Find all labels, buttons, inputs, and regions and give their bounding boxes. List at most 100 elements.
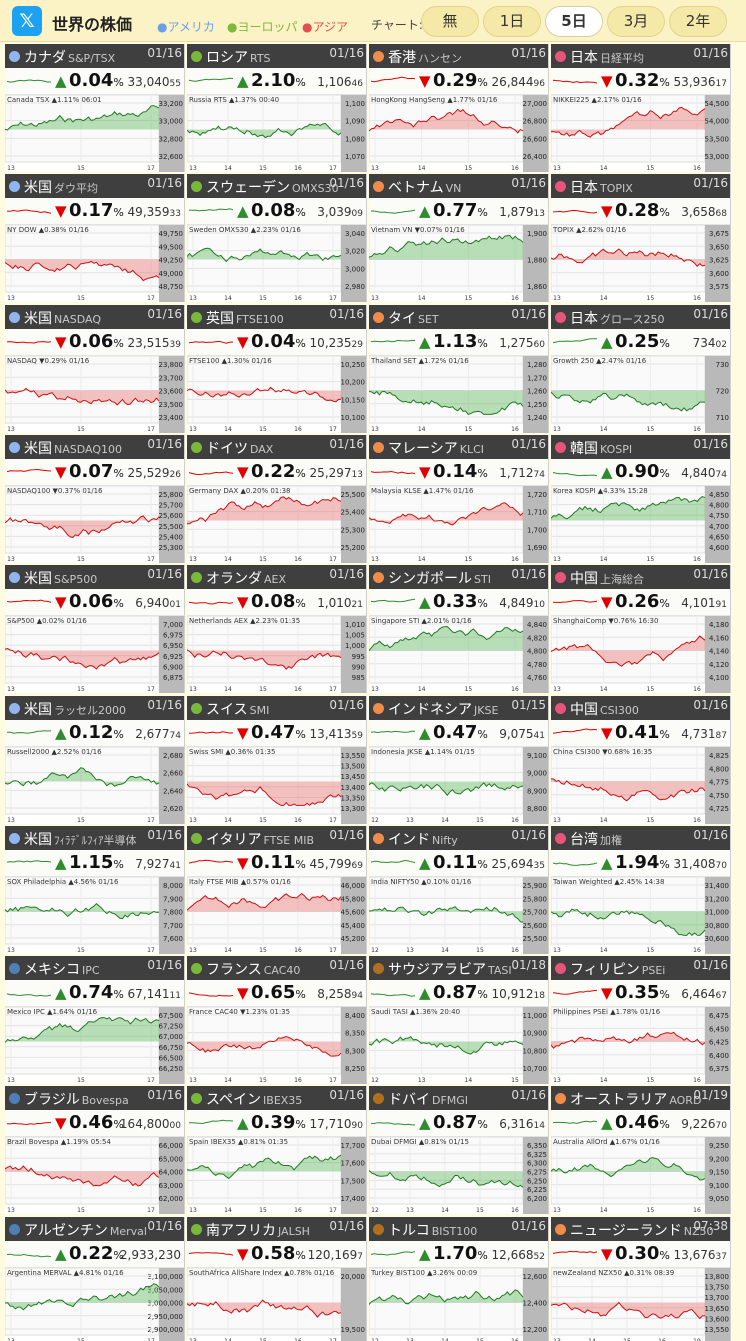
x-tick-label: 17 [329,686,337,693]
y-tick-label: 6,875 [163,674,183,682]
index-tile-spain[interactable]: スペイン IBEX35 01/16 ▲ 0.39% 17,71090 17,700 17,60… [187,1086,367,1215]
index-tile-sweden[interactable]: スウェーデン OMXS30 01/16 ▲ 0.08% 3,03909 3,040 3,020… [187,174,367,303]
index-tile-vietnam[interactable]: ベトナム VN 01/16 ▲ 0.77% 1,87913 1,900 1,880 1,860 1… [369,174,549,303]
index-tile-taiwan[interactable]: 台湾 加権 01/16 ▲ 1.94% 31,40870 31,400 31,200 31,00… [551,825,731,954]
index-tile-india[interactable]: インド Nifty 01/16 ▲ 0.11% 25,69435 25,900 25,800 2… [369,825,549,954]
y-tick-label: 1,260 [527,387,547,395]
x-tick-label: 13 [371,295,379,302]
index-tile-dow[interactable]: 米国 ダウ平均 01/16 ▼ 0.17% 49,35933 49,750 49,500 49,… [5,174,185,303]
index-tile-sox[interactable]: 米国 ﾌｨﾗﾃﾞﾙﾌｨｱ半導体 01/16 ▲ 1.15% 7,92741 8,000 7,9… [5,825,185,954]
percent-sign: % [295,1248,306,1262]
region-dot-icon [191,1223,202,1235]
y-tick-label: 8,250 [345,1065,365,1073]
region-europe[interactable]: ●ヨーロッパ [227,20,298,34]
region-asia[interactable]: ●アジア [302,20,348,34]
index-tile-thai[interactable]: タイ SET 01/16 ▲ 1.13% 1,27560 1,280 1,270 1,260 1,… [369,304,549,433]
index-tile-aex[interactable]: オランダ AEX 01/16 ▼ 0.08% 1,01021 1,010 1,005 1,000… [187,565,367,694]
x-tick-label: 16 [511,165,519,172]
index-tile-ftse[interactable]: 英国 FTSE100 01/16 ▼ 0.04% 10,23529 10,250 10,200… [187,304,367,433]
index-tile-france[interactable]: フランス CAC40 01/16 ▼ 0.65% 8,25894 8,400 8,350 8,3… [187,956,367,1085]
y-tick-label: 17,500 [341,1178,366,1186]
y-tick-label: 25,900 [523,882,548,890]
index-tile-nikkei[interactable]: 日本 日経平均 01/16 ▼ 0.32% 53,93617 54,500 54,000 53,… [551,44,731,172]
x-tick-label: 14 [600,165,608,172]
x-tick-label: 17 [329,817,337,824]
index-tile-dax[interactable]: ドイツ DAX 01/16 ▼ 0.22% 25,29713 25,500 25,400 25,… [187,434,367,563]
x-tick-label: 16 [294,686,302,693]
region-dot-icon [555,181,566,193]
index-tile-topix[interactable]: 日本 TOPIX 01/16 ▼ 0.28% 3,65868 3,675 3,650 3,625… [551,174,731,303]
index-name: カナダ S&P/TSX [24,47,115,67]
x-tick-label: 13 [553,165,561,172]
index-tile-newzealand[interactable]: ニュージーランド NZ50 07:38 ▼ 0.30% 13,67637 13,800 13,… [551,1216,731,1341]
index-code: RTS [250,52,271,65]
change-percent: 0.47% [433,722,488,743]
quote-row: ▲ 0.77% 1,87913 [369,198,548,226]
x-tick-label: 13 [189,295,197,302]
index-tile-mexico[interactable]: メキシコ IPC 01/16 ▲ 0.74% 67,14111 67,500 67,250 67… [5,956,185,1085]
index-tile-sp500[interactable]: 米国 S&P500 01/16 ▼ 0.06% 6,94001 7,000 6,975 6,95… [5,565,185,694]
index-tile-nasdaq100[interactable]: 米国 NASDAQ100 01/16 ▼ 0.07% 25,52926 25,800 25,7… [5,434,185,563]
index-tile-malaysia[interactable]: マレーシア KLCI 01/16 ▼ 0.14% 1,71274 1,720 1,710 1,7… [369,434,549,563]
index-tile-csi300[interactable]: 中国 CSI300 01/16 ▼ 0.41% 4,73187 4,825 4,800 4,77… [551,695,731,824]
sparkline [553,1120,597,1125]
change-value: 0.12 [69,721,114,743]
index-tile-hongkong[interactable]: 香港 ハンセン 01/16 ▼ 0.29% 26,84496 27,000 26,800 26,… [369,44,549,172]
percent-sign: % [659,76,670,89]
period-button-2y[interactable]: 2年 [669,6,727,37]
tile-title-bar: 台湾 加権 01/16 [551,825,730,850]
x-tick-label: 13 [553,686,561,693]
chart-svg: 1,720 1,710 1,700 1,690 13 14 15 16 Malaysia KLS… [369,485,548,563]
period-button-5d[interactable]: 5日 [545,6,603,37]
chart-label: NY DOW ▲0.38% 01/16 [7,226,89,234]
x-share-icon[interactable]: 𝕏 [12,6,42,36]
index-code: CAC40 [263,964,301,978]
x-tick-label: 16 [658,1338,666,1341]
index-tile-canada[interactable]: カナダ S&P/TSX 01/16 ▲ 0.04% 33,04055 33,200 33,00… [5,44,185,172]
period-button-none[interactable]: 無 [421,6,479,37]
y-axis-panel [159,355,184,433]
index-tile-argentina[interactable]: アルゼンチン Merval 01/16 ▲ 0.22% 2,933,230 3,100,00… [5,1216,185,1341]
x-tick-label: 15 [259,686,267,693]
period-button-1d[interactable]: 1日 [483,6,541,37]
index-tile-turkey[interactable]: トルコ BIST100 01/16 ▲ 1.70% 12,66852 12,600 12,40… [369,1216,549,1341]
sparkline [189,730,233,734]
series-area [5,648,159,670]
y-axis-panel [341,1007,366,1085]
index-tile-southafrica[interactable]: 南アフリカ JALSH 01/16 ▼ 0.58% 120,1697 20,000 19,50… [187,1216,367,1341]
y-axis-panel [159,876,184,954]
index-tile-russell[interactable]: 米国 ラッセル2000 01/16 ▲ 0.12% 2,67774 2,680 2,660 2,… [5,695,185,824]
series-area [551,636,705,667]
chart-label: Mexico IPC ▲1.64% 01/16 [7,1008,98,1016]
period-button-3m[interactable]: 3月 [607,6,665,37]
index-tile-dubai[interactable]: ドバイ DFMGI 01/16 ▲ 0.87% 6,31614 6,350 6,325 6,30… [369,1086,549,1215]
change-value: 0.07 [69,460,114,482]
y-axis-panel [705,355,730,433]
y-tick-label: 66,250 [159,1065,184,1073]
index-tile-kospi[interactable]: 韓国 KOSPI 01/16 ▲ 0.90% 4,84074 4,850 4,800 4,750… [551,434,731,563]
index-tile-russia[interactable]: ロシア RTS 01/16 ▲ 2.10% 1,10646 1,100 1,090 1,080 1… [187,44,367,172]
index-tile-italy[interactable]: イタリア FTSE MIB 01/16 ▼ 0.11% 45,79969 46,000 45,… [187,825,367,954]
y-tick-label: 45,200 [341,935,366,943]
price-decimal: 41 [169,860,181,871]
plot-area [369,746,524,814]
index-tile-nasdaq[interactable]: 米国 NASDAQ 01/16 ▼ 0.06% 23,51539 23,800 23,700 2… [5,304,185,433]
x-tick-label: 16 [294,1338,302,1341]
index-tile-singapore[interactable]: シンガポール STI 01/16 ▲ 0.33% 4,84910 4,840 4,820 4,8… [369,565,549,694]
index-tile-saudi[interactable]: サウジアラビア TASI 01/18 ▲ 0.87% 10,91218 11,000 10,9… [369,956,549,1085]
change-value: 0.06 [69,330,114,352]
index-chart: 6,475 6,450 6,425 6,400 6,375 13 14 15 16 Philipp… [551,1006,730,1085]
series-line [187,1155,342,1180]
y-axis-panel [341,616,366,694]
y-tick-label: 4,780 [527,661,547,669]
index-tile-shanghai[interactable]: 中国 上海総合 01/16 ▼ 0.26% 4,10191 4,180 4,160 4,140 4… [551,565,731,694]
index-tile-indonesia[interactable]: インドネシア JKSE 01/15 ▲ 0.47% 9,07541 9,100 9,000 8,… [369,695,549,824]
index-tile-smi[interactable]: スイス SMI 01/16 ▼ 0.47% 13,41359 13,550 13,500 13,… [187,695,367,824]
change-value: 0.47 [251,721,296,743]
x-tick-label: 15 [77,1338,85,1341]
index-tile-growth[interactable]: 日本 グロース250 01/16 ▲ 0.25% 73402 730 720 710 13 14 15… [551,304,731,433]
region-america[interactable]: ●アメリカ [157,20,215,34]
index-tile-australia[interactable]: オーストラリア AORD 01/19 ▲ 0.46% 9,22670 9,250 9,200 9… [551,1086,731,1215]
index-tile-brazil[interactable]: ブラジル Bovespa 01/16 ▼ 0.46% 164,80000 66,000 65,… [5,1086,185,1215]
index-tile-philippines[interactable]: フィリピン PSEi 01/16 ▼ 0.35% 6,46467 6,475 6,450 6,4… [551,956,731,1085]
